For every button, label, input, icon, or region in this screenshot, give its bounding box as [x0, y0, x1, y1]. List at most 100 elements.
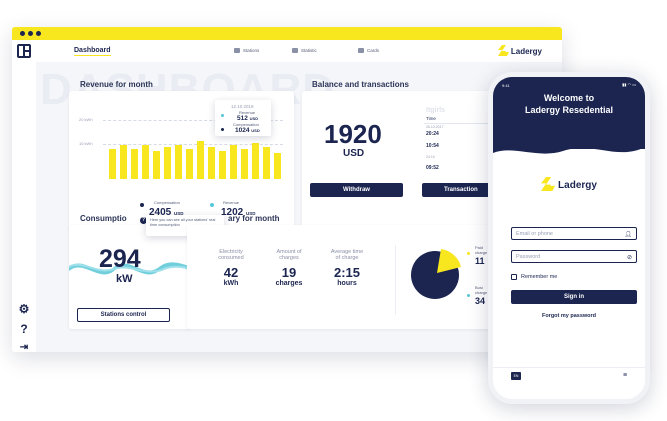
row-time: 09:52 [426, 165, 439, 171]
stat-value: 2:15 [333, 265, 361, 280]
stat-unit: charges [275, 280, 303, 287]
tooltip-revenue-amount: 512 [237, 115, 248, 122]
revenue-bar [186, 149, 193, 179]
brand-logo[interactable]: Ladergy [497, 45, 542, 56]
nav-statistic[interactable]: Statistic [292, 48, 317, 53]
legend-business-dot-icon [467, 294, 470, 297]
window-dot-icon [28, 31, 33, 36]
summary-stat: Amount of charges 19 charges [259, 249, 319, 287]
axis-label-top: 20 kWh [79, 117, 93, 122]
compensation-value: 2405 USD [149, 207, 184, 218]
stat-label-line2: consumed [218, 255, 244, 261]
window-dot-icon [20, 31, 25, 36]
balance-amount: 1920 [324, 119, 382, 149]
sign-in-button[interactable]: Sign in [511, 290, 637, 304]
window-titlebar [12, 27, 562, 40]
tooltip-revenue-dot-icon [221, 114, 224, 117]
stat-value: 42 [223, 265, 239, 280]
revenue-bar [241, 149, 248, 179]
nav-stations[interactable]: Stations [234, 48, 259, 53]
compensation-label: Compensation [154, 200, 180, 205]
logout-icon[interactable]: ⇥ [19, 342, 29, 352]
column-time: Time [426, 116, 436, 121]
nav-statistic-label: Statistic [301, 48, 317, 53]
grid-line [103, 120, 283, 121]
revenue-tooltip: 12.10.2018 Revenue 512 USD Compensation … [215, 100, 271, 136]
legend-paid-label1: Paid [475, 245, 484, 250]
remember-checkbox[interactable] [511, 274, 517, 280]
row-date: 24.10 [426, 155, 435, 159]
dashboard-logo-icon[interactable] [17, 44, 31, 58]
balance-card: 1920 USD Withdraw Itgirls Time 26.10.201… [302, 91, 512, 231]
legend-paid-value: 11 [475, 256, 485, 266]
stations-control-button[interactable]: Stations control [77, 308, 170, 322]
summary-stat: Average time of charge 2:15 hours [317, 249, 377, 287]
revenue-bar [142, 145, 149, 179]
legend-business-label2: charge [475, 290, 488, 295]
password-placeholder: Password [516, 254, 541, 260]
revenue-bar [153, 151, 160, 179]
card-icon [358, 48, 364, 53]
statistic-icon [292, 48, 298, 53]
info-icon[interactable]: ? [140, 217, 147, 224]
revenue-unit: USD [246, 211, 256, 216]
compensation-unit: USD [174, 211, 184, 216]
brand-name: Ladergy [510, 47, 542, 56]
station-icon [234, 48, 240, 53]
row-date: 26.10.2017 [426, 125, 444, 129]
consumption-unit: kW [116, 273, 133, 285]
withdraw-button[interactable]: Withdraw [310, 183, 403, 197]
revenue-dot-icon [210, 203, 214, 207]
row-time: 20:24 [426, 131, 439, 137]
stat-value: 19 [281, 265, 297, 280]
nav-cards-label: Cards [367, 48, 380, 53]
stat-unit: hours [337, 280, 357, 287]
menu-icon[interactable]: ≡ [623, 372, 628, 379]
summary-title: ary for month [228, 214, 280, 223]
consumption-card: 294 kW Stations control [69, 225, 191, 329]
stat-label-line1: Amount of [276, 249, 302, 255]
legend-business-label1: Busi [475, 285, 483, 290]
stat-label-line2: charges [279, 255, 299, 261]
tooltip-date: 12.10.2018 [231, 104, 254, 109]
revenue-bar [208, 147, 215, 179]
header-wave-icon [493, 137, 645, 154]
eye-off-icon[interactable]: ⊘ [626, 255, 632, 261]
balance-title: Balance and transactions [312, 80, 409, 89]
nav-cards[interactable]: Cards [358, 48, 379, 53]
password-field[interactable]: Password ⊘ [511, 250, 637, 263]
gear-icon[interactable]: ⚙ [18, 302, 30, 316]
transactions-table-title: Itgirls [426, 107, 446, 114]
ladergy-logo-icon [541, 177, 556, 191]
forgot-password-link[interactable]: Forgot my password [541, 313, 597, 319]
browser-window: ⚙ ? ⇥ Dashboard Stations Statistic Cards… [12, 27, 562, 352]
revenue-bar [164, 147, 171, 179]
revenue-bar [109, 149, 116, 179]
revenue-bar [120, 145, 127, 179]
status-icons: ▮▮ ◠ ▭ [622, 82, 636, 87]
tooltip-comp-value: 1024 USD [235, 127, 260, 134]
compensation-dot-icon [140, 203, 144, 207]
phone-footer-divider [493, 367, 645, 368]
tooltip-comp-unit: USD [251, 128, 260, 133]
help-icon[interactable]: ? [20, 322, 28, 336]
balance-currency: USD [343, 148, 365, 159]
nav-stations-label: Stations [243, 48, 260, 53]
phone-brand: Ladergy [493, 177, 645, 191]
tooltip-comp-label: Compensation [233, 122, 259, 127]
summary-card: Electricity consumed 42 kWh Amount of charges… [187, 225, 512, 329]
pie-slice-paid [437, 249, 461, 273]
legend-business-value: 34 [475, 296, 486, 306]
summary-stat: Electricity consumed 42 kWh [201, 249, 261, 287]
revenue-bar [197, 141, 204, 179]
tooltip-revenue-label: Revenue [239, 110, 256, 115]
email-field[interactable]: Email or phone 👤︎ [511, 227, 637, 240]
consumption-title: Consumptio [80, 214, 127, 223]
stat-label-line1: Electricity [219, 249, 243, 255]
phone-brand-name: Ladergy [558, 180, 597, 191]
language-button[interactable]: EN [511, 372, 521, 380]
window-dot-icon [36, 31, 41, 36]
tooltip-revenue-value: 512 USD [237, 115, 258, 122]
pie-chart [411, 249, 461, 299]
